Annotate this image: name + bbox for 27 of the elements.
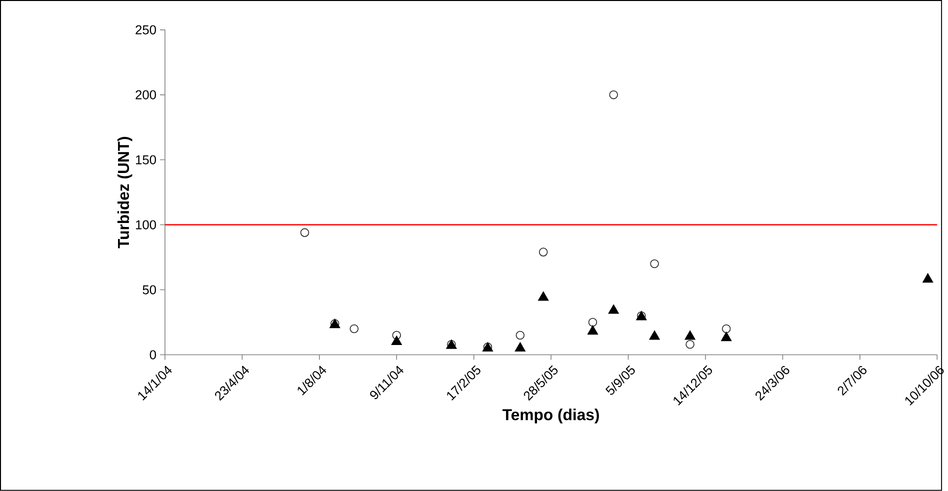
point — [300, 228, 310, 238]
point — [538, 292, 549, 301]
point — [922, 273, 934, 283]
point — [722, 324, 731, 334]
y-tick-label: 250 — [136, 25, 156, 34]
point — [649, 330, 660, 340]
point — [588, 318, 598, 327]
point — [391, 336, 402, 346]
point — [609, 90, 618, 100]
point — [350, 324, 359, 334]
point — [650, 259, 659, 268]
point — [538, 248, 548, 257]
y-tick-label: 50 — [142, 285, 156, 294]
y-tick-label: 200 — [136, 90, 156, 100]
y-axis-title: Turbidez (UNT) — [117, 136, 132, 248]
point — [721, 332, 732, 342]
point — [587, 325, 598, 335]
y-tick-label: 100 — [136, 220, 156, 230]
point — [516, 330, 525, 340]
point — [514, 342, 526, 352]
y-tick-label: 150 — [136, 155, 156, 164]
point — [684, 330, 696, 340]
point — [392, 330, 402, 340]
y-tick-label: 0 — [150, 350, 156, 360]
x-axis-title: Tempo (dias) — [502, 408, 599, 424]
point — [608, 304, 619, 314]
point — [686, 340, 694, 349]
